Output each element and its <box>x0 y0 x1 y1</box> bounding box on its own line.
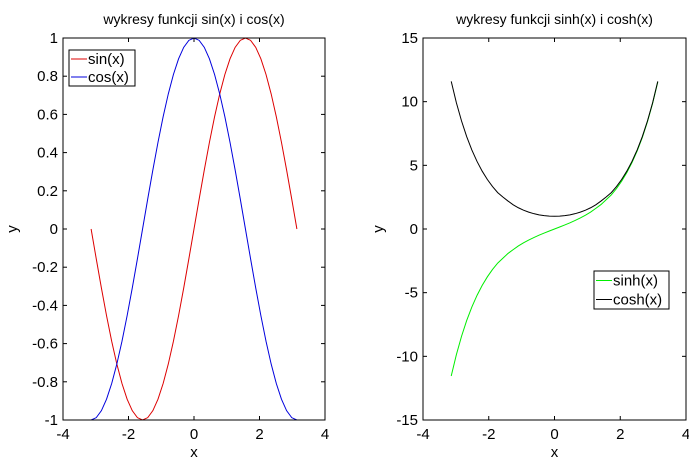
sinh-cosh-y-tick-label: -15 <box>396 412 418 429</box>
sin-cos-y-tick-label: 0 <box>50 221 58 238</box>
sinh-cosh-series-line-1 <box>450 81 659 377</box>
sinh-cosh-x-tick-label: -4 <box>416 426 429 443</box>
sin-cos-legend-label: cos(x) <box>88 69 129 86</box>
sin-cos-y-tick-label: 0.4 <box>37 145 58 162</box>
sin-cos-x-tick-label: -4 <box>56 426 69 443</box>
sin-cos-y-tick-label: 0.8 <box>37 68 58 85</box>
sin-cos-chart-panel: -4 -2 0 2 4 -1 -0.8 -0.6 -0.4 -0.2 0 0.2 0.4 0.6 0.8 1… <box>4 11 329 461</box>
sin-cos-legend-box <box>68 49 136 87</box>
sin-cos-y-tick-label: -1 <box>45 412 58 429</box>
sinh-cosh-chart-title: wykresy funkcji sinh(x) i cosh(x) <box>455 11 653 27</box>
sin-cos-y-tick-label: -0.2 <box>32 259 58 276</box>
sin-cos-y-tick-label: 0.2 <box>37 183 58 200</box>
sinh-cosh-legend-box <box>593 270 670 310</box>
sin-cos-y-tick-label: -0.4 <box>32 297 58 314</box>
sin-cos-y-tick-label: 0.6 <box>37 106 58 123</box>
sinh-cosh-chart-panel: -4 -2 0 2 4 -15 -10 -5 0 5 10 15 wykresy funkcji s… <box>370 11 689 461</box>
sinh-cosh-x-axis-label: x <box>551 444 559 461</box>
sinh-cosh-x-tick-label: 4 <box>682 426 689 443</box>
sinh-cosh-x-tick-label: 0 <box>550 426 558 443</box>
sin-cos-y-axis-label: y <box>4 225 21 233</box>
sinh-cosh-legend-label: sinh(x) <box>613 273 658 290</box>
sinh-cosh-legend: sinh(x) cosh(x) <box>593 270 670 310</box>
sin-cos-x-tick-label: 4 <box>321 426 329 443</box>
sinh-cosh-y-axis-label: y <box>370 225 387 233</box>
sin-cos-y-ticks: -1 -0.8 -0.6 -0.4 -0.2 0 0.2 0.4 0.6 0.8 1 <box>32 30 325 429</box>
sin-cos-x-tick-label: -2 <box>122 426 135 443</box>
sinh-cosh-series-group <box>450 81 659 377</box>
sinh-cosh-y-tick-label: -10 <box>396 348 418 365</box>
sin-cos-x-tick-label: 0 <box>190 426 198 443</box>
sin-cos-y-tick-label: 1 <box>50 30 58 47</box>
sinh-cosh-y-tick-label: 15 <box>401 30 418 47</box>
sinh-cosh-x-tick-label: 2 <box>616 426 624 443</box>
sinh-cosh-y-tick-label: 0 <box>410 221 418 238</box>
sin-cos-legend: sin(x)cos(x) <box>68 49 136 87</box>
sin-cos-chart-title: wykresy funkcji sin(x) i cos(x) <box>102 11 284 27</box>
sinh-cosh-x-tick-label: -2 <box>482 426 495 443</box>
sin-cos-x-axis-label: x <box>190 444 198 461</box>
sin-cos-legend-label: sin(x) <box>88 51 125 68</box>
sinh-cosh-x-ticks: -4 -2 0 2 4 <box>416 38 689 443</box>
sinh-cosh-y-tick-label: 10 <box>401 94 418 111</box>
sin-cos-x-tick-label: 2 <box>255 426 263 443</box>
sin-cos-series-line-1 <box>90 37 298 421</box>
sin-cos-y-tick-label: -0.8 <box>32 374 58 391</box>
sinh-cosh-y-ticks: -15 -10 -5 0 5 10 15 <box>396 30 686 429</box>
sinh-cosh-series-line-2 <box>450 81 659 217</box>
sinh-cosh-y-tick-label: -5 <box>405 285 418 302</box>
sin-cos-x-ticks: -4 -2 0 2 4 <box>56 38 329 443</box>
sinh-cosh-y-tick-label: 5 <box>410 157 418 174</box>
sin-cos-y-tick-label: -0.6 <box>32 336 58 353</box>
sinh-cosh-legend-label: cosh(x) <box>613 292 662 309</box>
